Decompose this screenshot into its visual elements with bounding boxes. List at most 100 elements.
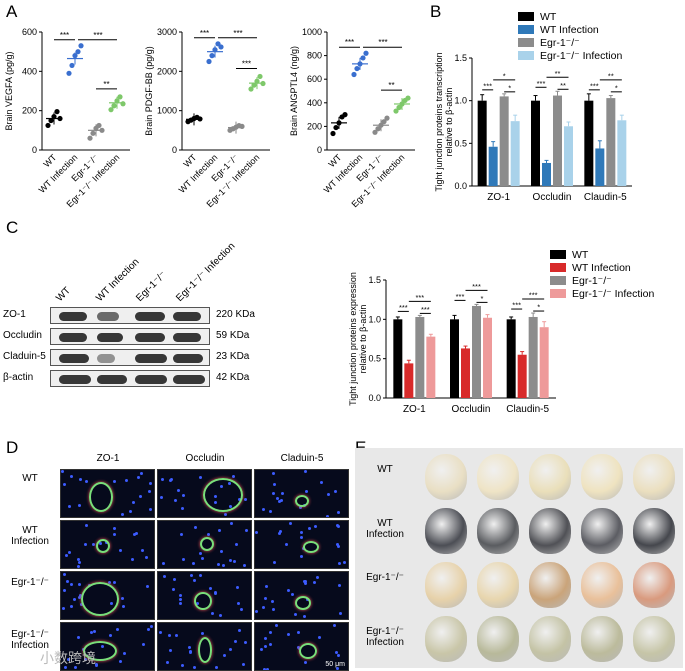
legend-label: WT	[572, 249, 589, 261]
brain-photo	[581, 454, 623, 500]
vessel-stain	[96, 539, 110, 553]
nucleus-dot	[316, 576, 320, 580]
nucleus-dot	[276, 496, 280, 500]
data-point	[257, 73, 263, 80]
nucleus-dot	[112, 533, 116, 537]
bar	[564, 126, 573, 186]
nucleus-dot	[262, 606, 266, 610]
vessel-stain	[295, 596, 311, 610]
nucleus-dot	[263, 644, 267, 648]
blot-kda-label: 23 KDa	[216, 351, 250, 362]
vessel-stain	[203, 478, 243, 512]
bar	[531, 100, 540, 186]
nucleus-dot	[182, 494, 185, 498]
nucleus-dot	[193, 666, 197, 670]
nucleus-dot	[325, 514, 329, 517]
nucleus-dot	[334, 651, 338, 655]
nucleus-dot	[198, 551, 202, 555]
x-tick-label: Claudin-5	[584, 192, 627, 203]
y-axis-label: Brain VEGFA (pg/g)	[4, 51, 14, 130]
nucleus-dot	[121, 512, 125, 516]
if-micrograph: 50 μm	[254, 622, 349, 671]
nucleus-dot	[85, 479, 89, 483]
brain-photo	[477, 562, 519, 608]
blot-band	[173, 375, 205, 384]
data-point	[111, 103, 117, 109]
bar	[483, 317, 492, 398]
nucleus-dot	[181, 557, 185, 561]
brain-row-label: Egr-1⁻/⁻	[366, 572, 404, 583]
nucleus-dot	[122, 604, 126, 608]
nucleus-dot	[332, 624, 336, 628]
brain-photo	[529, 508, 571, 554]
sig-label: *	[615, 83, 618, 92]
sig-label: ***	[456, 292, 465, 301]
y-tick-label: 600	[307, 74, 322, 84]
sig-label: ***	[483, 81, 492, 90]
if-column-label: Occludin	[185, 453, 225, 464]
data-point	[375, 126, 381, 132]
y-tick-label: 0.0	[454, 181, 467, 191]
nucleus-dot	[304, 470, 308, 474]
sig-label: *	[503, 71, 506, 80]
nucleus-dot	[77, 504, 81, 508]
blot-kda-label: 220 KDa	[216, 309, 255, 320]
x-tick-label: Occludin	[533, 192, 572, 203]
nucleus-dot	[333, 489, 337, 493]
data-point	[108, 107, 114, 113]
nucleus-dot	[269, 631, 273, 635]
nucleus-dot	[148, 490, 151, 494]
nucleus-dot	[317, 636, 321, 640]
sig-label: *	[537, 303, 540, 312]
if-micrograph	[60, 622, 155, 671]
nucleus-dot	[90, 631, 94, 635]
nucleus-dot	[167, 633, 171, 637]
if-row-label: Egr-1⁻/⁻	[11, 577, 49, 588]
nucleus-dot	[304, 660, 308, 664]
if-micrograph	[157, 469, 252, 518]
bar	[617, 120, 627, 186]
nucleus-dot	[213, 592, 217, 596]
nucleus-dot	[161, 478, 165, 482]
nucleus-dot	[298, 505, 302, 509]
nucleus-dot	[77, 558, 81, 561]
sig-label: ***	[242, 59, 251, 68]
bar	[393, 319, 403, 398]
panel-label-c: C	[6, 218, 19, 237]
sig-label: **	[560, 81, 566, 90]
nucleus-dot	[219, 614, 223, 618]
nucleus-dot	[148, 482, 152, 486]
nucleus-dot	[308, 527, 312, 531]
brain-photo	[425, 454, 467, 500]
nucleus-dot	[271, 491, 275, 495]
blot-column-label: Egr-1⁻/⁻ Infection	[174, 240, 238, 304]
nucleus-dot	[327, 493, 331, 497]
nucleus-dot	[67, 551, 71, 555]
sig-label: **	[388, 81, 394, 90]
data-point	[90, 130, 96, 136]
nucleus-dot	[335, 543, 339, 547]
nucleus-dot	[77, 636, 81, 640]
blot-lane	[50, 307, 210, 324]
nucleus-dot	[190, 573, 194, 577]
nucleus-dot	[208, 587, 212, 591]
sig-label: **	[608, 71, 614, 80]
nucleus-dot	[124, 479, 128, 482]
nucleus-dot	[66, 579, 70, 583]
legend-swatch	[550, 289, 566, 298]
nucleus-dot	[193, 526, 197, 530]
data-point	[96, 122, 102, 129]
nucleus-dot	[279, 529, 283, 533]
bar	[542, 162, 551, 186]
blot-band	[59, 354, 89, 363]
y-tick-label: 1000	[302, 27, 322, 37]
nucleus-dot	[64, 553, 68, 557]
sig-label: ***	[415, 293, 424, 302]
nucleus-dot	[162, 575, 166, 579]
legend-label: Egr-1⁻/⁻	[540, 37, 580, 49]
legend-label: Egr-1⁻/⁻ Infection	[572, 288, 654, 300]
nucleus-dot	[180, 506, 184, 510]
y-tick-label: 1.0	[368, 314, 381, 324]
if-row-label: WT Infection	[11, 525, 49, 547]
